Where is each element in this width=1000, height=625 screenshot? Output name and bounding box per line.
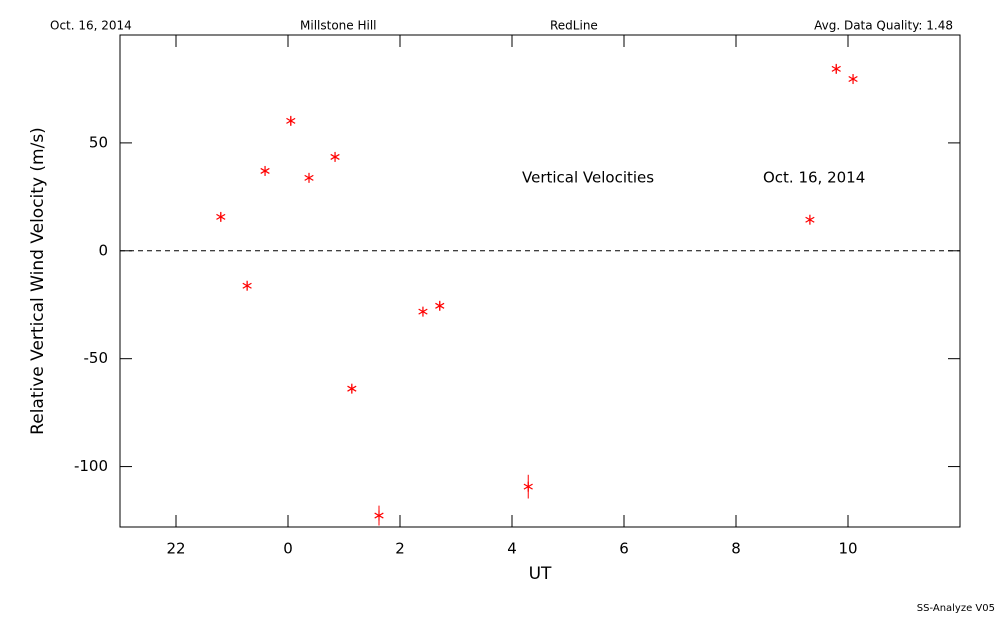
star-stroke <box>216 213 226 220</box>
annotation: Vertical Velocities <box>522 169 654 187</box>
header-date: Oct. 16, 2014 <box>50 19 132 33</box>
x-tick-label: 4 <box>507 540 517 558</box>
y-tick-label: -50 <box>84 349 109 367</box>
data-point <box>286 115 296 126</box>
header-instrument: RedLine <box>550 19 598 33</box>
data-point <box>216 211 226 222</box>
data-point <box>418 306 428 317</box>
star-stroke <box>242 282 252 289</box>
x-tick-label: 8 <box>731 540 741 558</box>
x-tick-label: 0 <box>283 540 293 558</box>
data-point <box>260 165 270 176</box>
star-stroke <box>805 216 815 223</box>
x-tick-label: 2 <box>395 540 405 558</box>
x-tick-label: 10 <box>838 540 857 558</box>
data-point <box>523 481 533 492</box>
y-tick-label: -100 <box>74 457 108 475</box>
star-stroke <box>374 512 384 519</box>
plot-frame <box>119 34 961 528</box>
star-stroke <box>418 308 428 315</box>
star-stroke <box>831 65 841 72</box>
header-site: Millstone Hill <box>300 19 376 33</box>
y-tick-label: 50 <box>89 133 108 151</box>
annotation: Oct. 16, 2014 <box>763 169 865 187</box>
data-point <box>805 214 815 225</box>
data-point <box>831 63 841 74</box>
star-stroke <box>523 483 533 490</box>
footer: SS-Analyze V05 <box>917 603 995 614</box>
x-tick-label: 22 <box>166 540 185 558</box>
data-point <box>242 280 252 291</box>
data-point <box>374 510 384 521</box>
x-tick-label: 6 <box>619 540 629 558</box>
header-quality: Avg. Data Quality: 1.48 <box>814 19 953 33</box>
star-stroke <box>260 167 270 174</box>
data-point <box>848 74 858 85</box>
data-point <box>347 383 357 394</box>
data-point <box>435 300 445 311</box>
star-stroke <box>435 302 445 309</box>
star-stroke <box>286 117 296 124</box>
star-stroke <box>848 76 858 83</box>
x-axis-label: UT <box>529 564 552 584</box>
data-point <box>330 151 340 162</box>
y-tick-label: 0 <box>98 241 108 259</box>
data-point <box>304 172 314 183</box>
star-stroke <box>347 385 357 392</box>
star-stroke <box>304 174 314 181</box>
y-axis-label: Relative Vertical Wind Velocity (m/s) <box>28 127 48 435</box>
star-stroke <box>330 153 340 160</box>
